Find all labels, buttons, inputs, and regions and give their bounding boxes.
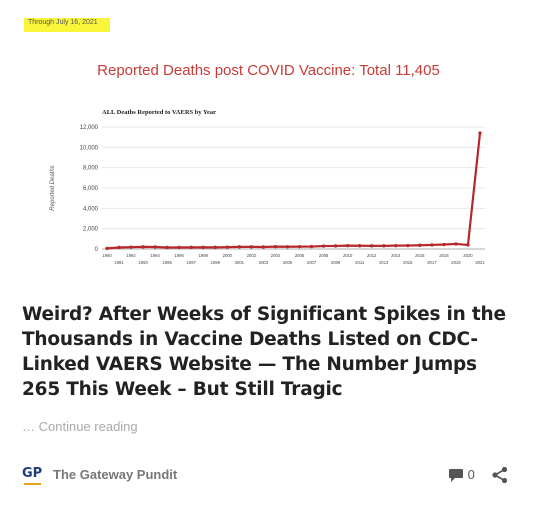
y-tick-label: 0 [95,247,99,253]
chart-title: ALL Deaths Reported to VAERS by Year [102,109,216,116]
data-point [309,244,314,249]
data-point [466,243,470,247]
x-tick-label: 2007 [307,260,317,265]
x-tick-label: 2004 [271,253,281,258]
chart-heading: Reported Deaths post COVID Vaccine: Tota… [97,62,440,79]
share-icon [492,466,508,484]
x-tick-label: 2015 [403,260,413,265]
x-tick-label: 2000 [223,253,233,258]
data-point [478,131,482,135]
highlight-marker [24,18,110,32]
x-tick-label: 1990 [102,253,112,258]
data-point [382,244,386,248]
x-tick-label: 2011 [355,260,365,265]
x-tick-label: 2006 [295,253,305,258]
x-tick-label: 2021 [475,260,485,265]
x-tick-label: 2009 [331,260,341,265]
data-point [189,245,193,250]
data-point [345,243,350,248]
data-point [213,245,217,250]
x-tick-label: 2008 [319,253,329,258]
y-tick-label: 10,000 [80,145,99,151]
article-title[interactable]: Weird? After Weeks of Significant Spikes… [22,304,506,400]
x-tick-label: 1994 [150,253,160,258]
data-point [249,245,254,249]
x-tick-label: 2019 [451,260,461,265]
data-point [333,244,338,248]
x-tick-label: 2002 [247,253,257,258]
data-point [370,244,374,248]
x-tick-label: 2016 [415,253,425,258]
x-tick-label: 2013 [379,260,389,265]
data-point [225,245,230,249]
data-point [357,244,362,248]
y-tick-label: 2,000 [83,227,99,233]
x-tick-label: 2003 [259,260,269,265]
data-point [201,245,205,250]
continue-reading-link[interactable]: Continue reading [38,419,138,434]
post-footer: GP The Gateway Pundit 0 [22,464,512,488]
x-tick-label: 1991 [114,260,124,265]
comments-button[interactable]: 0 [448,467,475,485]
data-point [442,242,446,247]
data-point [117,245,121,250]
data-point [165,245,169,250]
site-name-link[interactable]: The Gateway Pundit [53,467,178,482]
x-tick-label: 1998 [199,253,209,258]
continue-prefix: … [22,419,39,434]
data-point [418,243,422,247]
site-logo[interactable]: GP [22,466,46,486]
x-tick-label: 2014 [391,253,401,258]
data-point [129,245,133,249]
y-tick-label: 6,000 [83,186,99,192]
x-tick-label: 2017 [427,260,437,265]
x-tick-label: 2005 [283,260,293,265]
data-point [406,243,410,248]
x-tick-label: 2010 [343,253,353,258]
y-tick-label: 8,000 [83,166,99,172]
data-point [261,245,266,249]
x-tick-label: 1995 [162,260,172,265]
x-tick-label: 1997 [187,260,197,265]
data-point [237,245,242,249]
data-point [430,243,434,247]
x-tick-label: 2020 [463,253,473,258]
share-button[interactable] [491,466,509,488]
data-point [141,245,145,249]
data-point [297,244,302,249]
data-point [394,243,398,248]
data-point [177,245,181,250]
logo-underline [24,483,41,485]
y-tick-label: 12,000 [80,125,99,131]
x-tick-label: 2001 [235,260,245,265]
continue-reading: … Continue reading [22,419,138,434]
deaths-line-chart: ALL Deaths Reported to VAERS by Year Repo… [50,109,485,265]
x-tick-label: 2018 [439,253,449,258]
x-tick-label: 1993 [138,260,148,265]
x-tick-label: 1999 [211,260,221,265]
data-point [454,242,458,246]
comment-count: 0 [467,467,475,482]
x-tick-label: 1996 [175,253,185,258]
site-logo-text: GP [22,466,43,481]
data-point [273,244,278,249]
data-point [153,245,157,249]
y-axis-label: Reported Deaths [50,165,56,210]
data-point [285,245,290,249]
x-tick-label: 1992 [126,253,136,258]
highlight-note: Through July 16, 2021 [28,19,98,26]
speech-bubble-icon [449,469,463,483]
data-point [321,244,326,248]
series-line [106,132,482,250]
data-point [105,246,109,251]
x-tick-label: 2012 [367,253,377,258]
y-tick-label: 4,000 [83,206,99,212]
